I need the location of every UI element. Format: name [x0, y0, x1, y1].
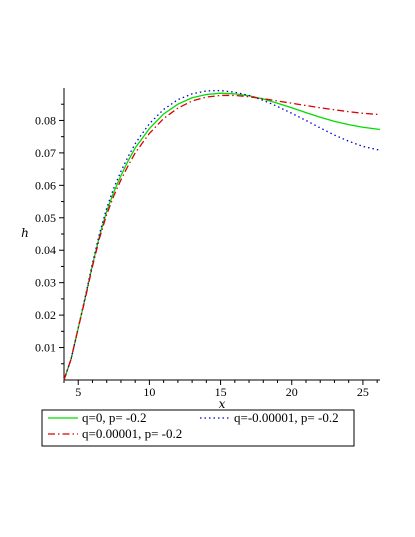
legend-label-3: q=0.00001, p= -0.2 [82, 426, 182, 441]
legend: q=0, p= -0.2 q=-0.00001, p= -0.2 q=0.00001… [41, 409, 355, 447]
legend-label-1: q=0, p= -0.2 [82, 410, 147, 425]
series-line-2 [63, 89, 381, 381]
x-tick-label: 25 [357, 385, 369, 399]
y-tick-label: 0.06 [35, 178, 56, 192]
x-tick-label: 15 [215, 385, 227, 399]
series-group [63, 89, 381, 381]
legend-box [41, 409, 355, 447]
x-axis-label: x [219, 397, 226, 411]
tick-group: 5 10 15 20 25 0.01 0.02 0.03 0.04 0.05 0.06 0.07 0.0… [35, 103, 378, 399]
series-line-1 [63, 92, 381, 381]
y-tick-label: 0.03 [35, 276, 56, 290]
y-axis-label: h [21, 226, 29, 240]
x-tick-label: 20 [286, 385, 298, 399]
y-tick-label: 0.05 [35, 211, 56, 225]
y-tick-label: 0.02 [35, 308, 56, 322]
x-tick-label: 10 [143, 385, 155, 399]
legend-label-2: q=-0.00001, p= -0.2 [234, 410, 339, 425]
series-line-3 [63, 94, 381, 381]
y-tick-label: 0.08 [35, 113, 56, 127]
y-tick-label: 0.04 [35, 243, 56, 257]
x-tick-label: 5 [75, 385, 81, 399]
y-tick-label: 0.01 [35, 341, 56, 355]
y-tick-label: 0.07 [35, 146, 56, 160]
